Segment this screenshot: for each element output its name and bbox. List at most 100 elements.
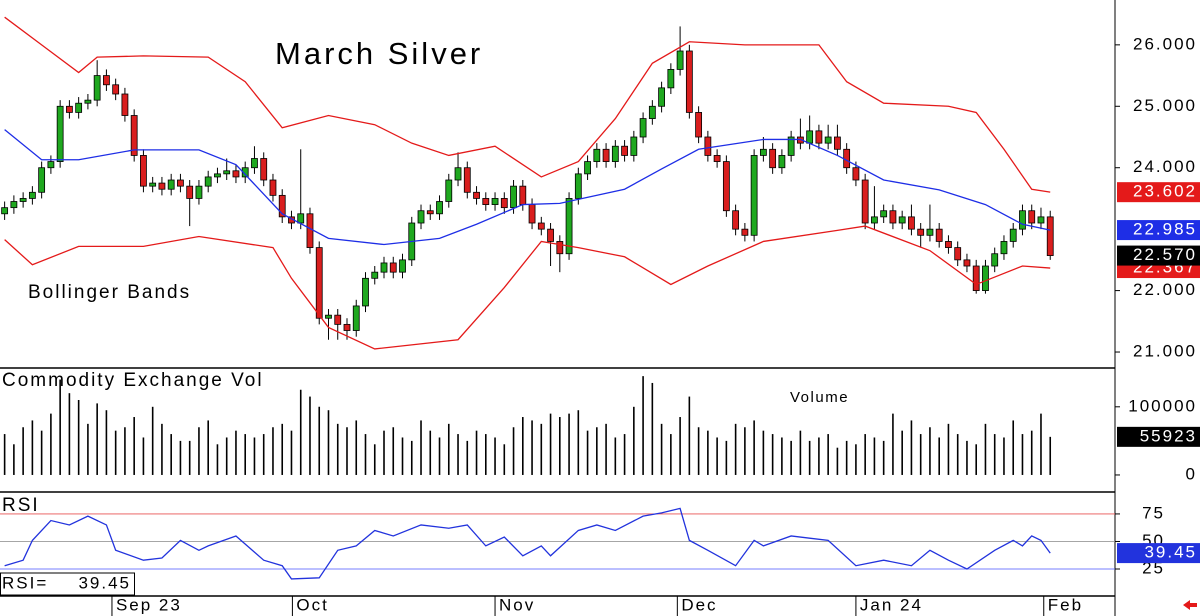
candle-body [204, 176, 212, 187]
candle-body [1, 207, 9, 215]
candle-body [584, 161, 591, 175]
candle-body [140, 155, 147, 187]
candle-body [371, 271, 379, 279]
last-value-label: 55923 [1140, 426, 1197, 445]
candle-body [112, 84, 120, 95]
x-tick-label: Oct [296, 595, 328, 614]
candle-body [167, 179, 175, 190]
scroll-arrow[interactable] [1183, 600, 1197, 610]
last-value-box [1117, 543, 1200, 564]
candle-body [399, 259, 406, 273]
y-tick-label: 26.000 [1133, 34, 1197, 53]
candle-body [445, 179, 453, 202]
candle-body [519, 185, 527, 205]
candle-body [56, 105, 64, 162]
candle-body [676, 50, 684, 70]
readout-label: RSI= [2, 573, 48, 592]
candle-body [593, 148, 601, 162]
candle-body [241, 167, 249, 178]
candle-body [713, 155, 721, 162]
candle-body [861, 179, 869, 224]
bollinger-band [4, 129, 1051, 246]
candle-body [963, 259, 971, 267]
candle-body [84, 99, 92, 104]
candle-body [93, 75, 101, 101]
candle-body [898, 216, 906, 224]
candle-body [380, 262, 388, 273]
candle-body [389, 262, 397, 273]
last-value-box [1117, 426, 1200, 447]
candle-body [149, 182, 157, 187]
candle-body [500, 198, 508, 209]
candle-body [65, 105, 73, 113]
candle-body [769, 148, 777, 169]
candle-body [454, 167, 462, 181]
candle-body [602, 148, 610, 162]
candle-body [75, 102, 83, 113]
last-value-label: 39.45 [1144, 543, 1197, 562]
candle-body [852, 167, 860, 181]
candle-body [352, 305, 360, 331]
panel-title: Commodity Exchange Vol [2, 370, 264, 391]
candle-body [214, 173, 221, 178]
readout-box [0, 572, 135, 596]
candle-body [917, 228, 925, 236]
last-value-label: 23.602 [1133, 182, 1197, 201]
candle-body [972, 265, 980, 291]
candle-body [926, 228, 934, 236]
candle-body [38, 167, 46, 193]
candle-body [121, 93, 129, 116]
x-tick-label: Nov [499, 595, 535, 614]
candle-body [834, 136, 841, 150]
candle-body [685, 50, 693, 113]
candle-body [732, 210, 740, 230]
candle-body [639, 118, 647, 138]
candle-body [722, 161, 730, 212]
candle-body [297, 213, 305, 224]
candle-body [695, 112, 703, 138]
candle-body [565, 198, 573, 255]
chart-title: March Silver [275, 36, 483, 71]
last-value-box [1117, 245, 1200, 266]
y-tick-label: 22.000 [1133, 280, 1197, 299]
candle-body [954, 247, 962, 261]
candle-body [704, 136, 712, 156]
candle-body [251, 158, 258, 169]
candle-body [648, 105, 656, 119]
candle-body [232, 170, 240, 178]
annotation: Volume [790, 389, 849, 406]
candle-body [528, 204, 536, 224]
candle-body [806, 130, 814, 144]
candle-body [1009, 228, 1017, 242]
candle-body [28, 191, 36, 199]
x-tick-label: Feb [1048, 595, 1083, 614]
last-value-label: 22.985 [1133, 220, 1197, 239]
candle-body [824, 136, 832, 144]
candle-body [991, 253, 999, 267]
candle-body [325, 314, 332, 319]
y-tick-label: 25 [1142, 558, 1165, 577]
readout-value: 39.45 [78, 573, 131, 592]
candle-body [103, 75, 110, 86]
candle-body [537, 222, 545, 230]
candle-body [47, 161, 55, 169]
rsi-line [4, 507, 1051, 580]
y-tick-label: 75 [1142, 503, 1165, 522]
candle-body [908, 216, 915, 230]
annotation: Bollinger Bands [28, 282, 191, 303]
y-tick-label: 24.000 [1133, 157, 1197, 176]
candle-body [315, 247, 323, 319]
candle-body [223, 170, 231, 175]
candle-body [889, 210, 897, 224]
candle-body [945, 241, 952, 248]
candle-body [658, 87, 665, 107]
x-tick-label: Sep 23 [116, 595, 182, 614]
candle-body [1000, 241, 1008, 255]
candle-body [621, 145, 628, 156]
candle-body [343, 323, 351, 331]
candle-body [19, 198, 27, 202]
candle-body [491, 198, 499, 205]
candle-body [260, 158, 268, 181]
